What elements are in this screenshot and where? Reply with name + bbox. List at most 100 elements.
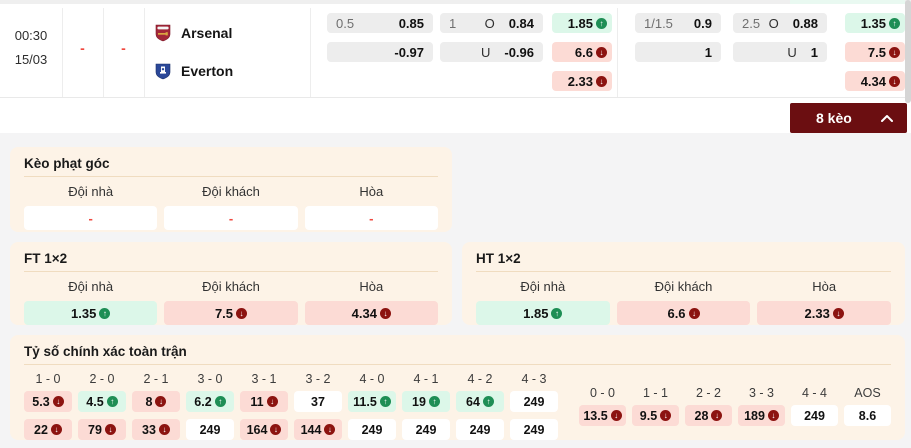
trend-icon bbox=[214, 396, 226, 407]
score-odds-cell[interactable]: 8 bbox=[132, 391, 180, 412]
handicap-odds-box[interactable]: 1/1.5 0.9 bbox=[635, 13, 721, 33]
score-odds-cell[interactable]: 249 bbox=[348, 419, 396, 440]
under-odds-box[interactable]: U 1 bbox=[733, 42, 827, 62]
win-odds-cell[interactable]: 6.6 bbox=[552, 42, 612, 62]
odds-value: 164 bbox=[246, 422, 268, 437]
score-odds-cell[interactable]: 249 bbox=[510, 419, 558, 440]
draw-header: Hòa bbox=[359, 184, 384, 199]
score-odds-cell[interactable]: 5.3 bbox=[24, 391, 72, 412]
kickoff-time: 00:30 bbox=[14, 28, 48, 43]
ft-draw-cell[interactable]: 4.34 bbox=[304, 301, 438, 325]
score-odds-cell[interactable]: 6.2 bbox=[186, 391, 234, 412]
draw-score-column: 2 - 2 28 bbox=[685, 386, 732, 426]
over-odds-box[interactable]: 2.5 O 0.88 bbox=[733, 13, 827, 33]
draw-score-column: 4 - 4 249 bbox=[791, 386, 838, 426]
ht-away-cell[interactable]: 6.6 bbox=[616, 301, 751, 325]
score-odds-cell[interactable]: 64 bbox=[456, 391, 504, 412]
score-column: 3 - 1 11 164 bbox=[240, 372, 288, 440]
trend-down-icon bbox=[596, 46, 607, 58]
panel-title: FT 1×2 bbox=[24, 251, 438, 272]
handicap-odds-box[interactable]: -0.97 bbox=[327, 42, 433, 62]
score-odds-cell[interactable]: 8.6 bbox=[844, 405, 891, 426]
trend-up-icon bbox=[889, 17, 900, 29]
corner-away-cell[interactable]: - bbox=[164, 206, 298, 230]
corner-draw-cell[interactable]: - bbox=[304, 206, 438, 230]
scrollbar[interactable] bbox=[905, 0, 911, 103]
score-odds-cell[interactable]: 249 bbox=[510, 391, 558, 412]
corner-odds-panel: Kèo phạt góc Đội nhà - Đội khách - Hòa - bbox=[10, 147, 452, 232]
score-column: 1 - 0 5.3 22 bbox=[24, 372, 72, 440]
trend-icon bbox=[104, 424, 116, 435]
score-odds-cell[interactable]: 28 bbox=[685, 405, 732, 426]
score-odds-cell[interactable]: 11 bbox=[240, 391, 288, 412]
over-odds-box[interactable]: 1 O 0.84 bbox=[440, 13, 543, 33]
score-odds-cell[interactable]: 4.5 bbox=[78, 391, 126, 412]
win-odds-cell[interactable]: 1.35 bbox=[845, 13, 905, 33]
trend-icon bbox=[610, 410, 622, 421]
ft-home-cell[interactable]: 1.35 bbox=[24, 301, 158, 325]
win-odds-cell[interactable]: 1.85 bbox=[552, 13, 612, 33]
handicap-line: 0.5 bbox=[336, 15, 355, 31]
arsenal-crest-icon bbox=[154, 24, 172, 42]
ft-1x2-panel: FT 1×2 Đội nhà 1.35 Đội khách 7.5 Hòa 4.… bbox=[10, 242, 452, 325]
over-label: O bbox=[484, 15, 495, 31]
handicap-odds: -0.97 bbox=[394, 44, 424, 60]
score-odds-cell[interactable]: 22 bbox=[24, 419, 72, 440]
match-row[interactable]: 00:30 15/03 - - Arsenal Everton 0.5 0.85 bbox=[0, 4, 911, 101]
score-column: 2 - 1 8 33 bbox=[132, 372, 180, 440]
score-odds-cell[interactable]: 249 bbox=[791, 405, 838, 426]
handicap-odds: 0.9 bbox=[693, 15, 712, 31]
score-odds-cell[interactable]: 249 bbox=[186, 419, 234, 440]
score-odds-cell[interactable]: 11.5 bbox=[348, 391, 396, 412]
handicap-odds-box[interactable]: 1 bbox=[635, 42, 721, 62]
draw-score-column: 1 - 1 9.5 bbox=[632, 386, 679, 426]
score-odds-cell[interactable]: 144 bbox=[294, 419, 342, 440]
odds-value: 22 bbox=[34, 422, 48, 437]
score-odds-cell[interactable]: 19 bbox=[402, 391, 450, 412]
score-odds-cell[interactable]: 249 bbox=[456, 419, 504, 440]
under-odds-box[interactable]: U -0.96 bbox=[440, 42, 543, 62]
win-odds-cell[interactable]: 7.5 bbox=[845, 42, 905, 62]
score-odds-cell[interactable]: 189 bbox=[738, 405, 785, 426]
ht-1x2-panel: HT 1×2 Đội nhà 1.85 Đội khách 6.6 Hòa 2.… bbox=[462, 242, 905, 325]
odds-value: 249 bbox=[523, 394, 545, 409]
trend-down-icon bbox=[889, 75, 900, 87]
trend-down-icon bbox=[379, 307, 391, 319]
ht-home-cell[interactable]: 1.85 bbox=[476, 301, 610, 325]
home-team-row[interactable]: Arsenal bbox=[154, 22, 232, 44]
score-label: 4 - 0 bbox=[359, 372, 385, 386]
handicap-odds-box[interactable]: 0.5 0.85 bbox=[327, 13, 433, 33]
score-odds-cell[interactable]: 164 bbox=[240, 419, 288, 440]
odds-value: - bbox=[369, 210, 374, 226]
score-odds-cell[interactable]: 9.5 bbox=[632, 405, 679, 426]
ht-draw-cell[interactable]: 2.33 bbox=[757, 301, 892, 325]
score-label: 4 - 4 bbox=[801, 386, 827, 400]
win-odds-cell[interactable]: 2.33 bbox=[552, 71, 612, 91]
score-odds-cell[interactable]: 79 bbox=[78, 419, 126, 440]
score-label: 4 - 3 bbox=[521, 372, 547, 386]
away-header: Đội khách bbox=[654, 279, 713, 294]
away-header: Đội khách bbox=[202, 184, 260, 199]
odds-value: 11.5 bbox=[353, 394, 377, 409]
trend-icon bbox=[52, 396, 64, 407]
odds-value: 2.33 bbox=[804, 305, 830, 321]
odds-value: 11 bbox=[250, 394, 264, 409]
odds-value: 4.5 bbox=[86, 394, 104, 409]
away-team-row[interactable]: Everton bbox=[154, 60, 233, 82]
odds-value: 6.2 bbox=[194, 394, 212, 409]
column-divider bbox=[103, 8, 104, 101]
trend-icon bbox=[270, 424, 282, 435]
odds-value: 37 bbox=[311, 394, 325, 409]
under-odds: -0.96 bbox=[504, 44, 534, 60]
score-odds-cell[interactable]: 37 bbox=[294, 391, 342, 412]
home-header: Đội nhà bbox=[68, 279, 114, 294]
odds-value: 1.85 bbox=[567, 15, 593, 31]
odds-count-toggle[interactable]: 8 kèo bbox=[790, 103, 907, 133]
ft-away-cell[interactable]: 7.5 bbox=[164, 301, 298, 325]
win-odds-cell[interactable]: 4.34 bbox=[845, 71, 905, 91]
score-odds-cell[interactable]: 13.5 bbox=[579, 405, 626, 426]
score-odds-cell[interactable]: 33 bbox=[132, 419, 180, 440]
corner-home-cell[interactable]: - bbox=[24, 206, 158, 230]
trend-icon bbox=[106, 396, 118, 407]
score-odds-cell[interactable]: 249 bbox=[402, 419, 450, 440]
